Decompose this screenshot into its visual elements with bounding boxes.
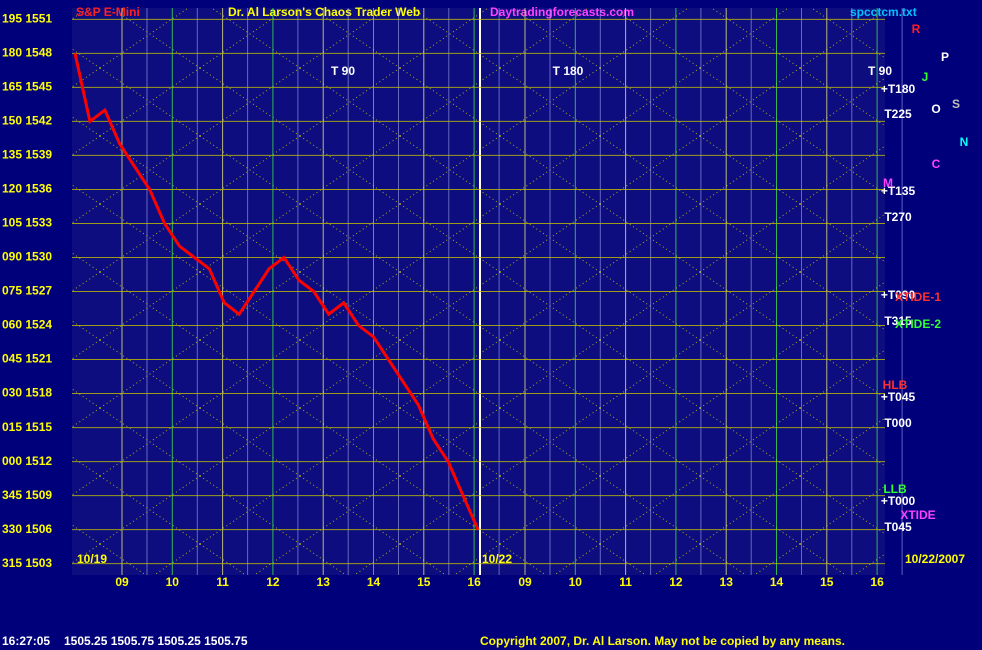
annotation: LLB <box>883 482 907 496</box>
y-tick-label: 195 1551 <box>2 12 52 26</box>
annotation: S <box>952 97 960 111</box>
annotation: R <box>912 22 921 36</box>
y-tick-label: 180 1548 <box>2 46 52 60</box>
annotation: HLB <box>883 378 908 392</box>
x-tick-label: 09 <box>115 575 129 589</box>
x-tick-label: 12 <box>266 575 280 589</box>
annotation: 10/22/2007 <box>905 552 965 566</box>
site: Daytradingforecasts.com <box>490 5 634 19</box>
x-tick-label: 15 <box>820 575 834 589</box>
copyright: Copyright 2007, Dr. Al Larson. May not b… <box>480 634 845 648</box>
annotation: XTIDE <box>900 508 935 522</box>
y-tick-label: 315 1503 <box>2 556 52 570</box>
file-name: spcctcm.txt <box>850 5 917 19</box>
annotation: +T135 <box>881 184 916 198</box>
y-tick-label: 015 1515 <box>2 420 52 434</box>
y-tick-label: 105 1533 <box>2 216 52 230</box>
annotation: +T090 <box>881 288 916 302</box>
y-tick-label: 120 1536 <box>2 182 52 196</box>
annotation: T 180 <box>553 64 584 78</box>
chart-title: S&P E-Mini <box>76 5 140 19</box>
y-tick-label: 000 1512 <box>2 454 52 468</box>
y-tick-label: 165 1545 <box>2 80 52 94</box>
annotation: +T000 <box>881 494 916 508</box>
x-tick-label: 15 <box>417 575 431 589</box>
x-tick-label: 11 <box>216 575 229 589</box>
annotation: P <box>941 50 949 64</box>
annotation: T000 <box>884 416 912 430</box>
x-tick-label: 10 <box>569 575 583 589</box>
annotation: J <box>922 70 929 84</box>
annotation: +T180 <box>881 82 916 96</box>
x-tick-label: 16 <box>870 575 884 589</box>
x-tick-label: 13 <box>317 575 331 589</box>
y-tick-label: 045 1521 <box>2 352 52 366</box>
footer-time: 16:27:05 <box>2 634 50 648</box>
annotation: T 90 <box>331 64 355 78</box>
x-tick-label: 11 <box>619 575 632 589</box>
y-tick-label: 150 1542 <box>2 114 52 128</box>
x-tick-label: 16 <box>467 575 481 589</box>
x-tick-label: 14 <box>770 575 784 589</box>
annotation: C <box>932 157 941 171</box>
price-line <box>73 53 480 531</box>
annotation: XTIDE-1 <box>895 290 941 304</box>
y-tick-label: 060 1524 <box>2 318 52 332</box>
annotation: 10/19 <box>77 552 107 566</box>
annotation: T315 <box>884 314 912 328</box>
x-tick-label: 13 <box>720 575 734 589</box>
x-tick-label: 12 <box>669 575 683 589</box>
y-tick-label: 330 1506 <box>2 522 52 536</box>
annotation: T225 <box>884 107 912 121</box>
annotation: T045 <box>884 520 912 534</box>
annotation: +T045 <box>881 390 916 404</box>
annotation: N <box>960 135 969 149</box>
y-tick-label: 135 1539 <box>2 148 52 162</box>
x-tick-label: 09 <box>518 575 532 589</box>
subtitle: Dr. Al Larson's Chaos Trader Web <box>228 5 420 19</box>
footer-quote: 1505.25 1505.75 1505.25 1505.75 <box>64 634 248 648</box>
annotation: XTIDE-2 <box>895 317 941 331</box>
annotation: T270 <box>884 210 912 224</box>
x-tick-label: 10 <box>166 575 180 589</box>
y-tick-label: 030 1518 <box>2 386 52 400</box>
y-tick-label: 075 1527 <box>2 284 52 298</box>
annotation: 10/22 <box>482 552 512 566</box>
y-tick-label: 345 1509 <box>2 488 52 502</box>
annotation: O <box>931 102 940 116</box>
y-tick-label: 090 1530 <box>2 250 52 264</box>
x-tick-label: 14 <box>367 575 381 589</box>
annotation: M <box>883 176 893 190</box>
annotation: T 90 <box>868 64 892 78</box>
